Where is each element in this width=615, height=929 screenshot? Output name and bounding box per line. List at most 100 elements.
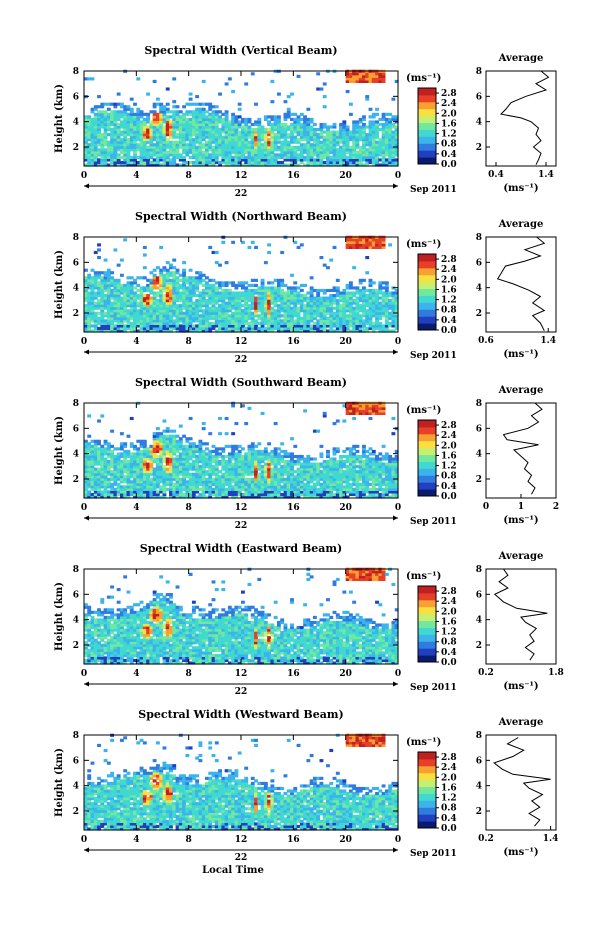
heatmap-cell [185, 281, 190, 285]
heatmap-cell [113, 324, 118, 328]
heatmap-cell [159, 155, 164, 159]
heatmap-cell [276, 283, 281, 287]
heatmap-cell [391, 97, 396, 101]
heatmap-cell [116, 299, 121, 303]
heatmap-cell [270, 291, 275, 295]
heatmap-cell [221, 160, 226, 165]
heatmap-cell [100, 311, 105, 315]
heatmap-cell [100, 457, 105, 461]
heatmap-cell [244, 311, 249, 315]
heatmap-cell [322, 301, 327, 305]
heatmap-cell [169, 299, 173, 303]
heatmap-cell [198, 304, 203, 308]
heatmap-cell [355, 329, 360, 333]
heatmap-cell [309, 153, 314, 157]
heatmap-cell [185, 311, 190, 315]
heatmap-cell [257, 299, 262, 303]
heatmap-cell [159, 276, 164, 280]
heatmap-cell [358, 291, 363, 295]
heatmap-cell [191, 316, 196, 320]
heatmap-cell [329, 311, 334, 315]
x-tick-label: 16 [287, 337, 300, 347]
heatmap-cell [286, 329, 291, 333]
heatmap-cell [394, 160, 399, 165]
heatmap-cell [172, 321, 177, 325]
heatmap-cell [267, 243, 272, 247]
heatmap-cell [103, 447, 108, 451]
heatmap-cell [211, 155, 216, 159]
heatmap-cell [299, 153, 304, 157]
heatmap-cell [169, 470, 173, 474]
heatmap-cell [260, 304, 265, 308]
heatmap-cell [201, 490, 206, 494]
heatmap-cell [116, 125, 121, 129]
heatmap-cell [348, 158, 353, 162]
heatmap-cell [227, 480, 232, 484]
heatmap-cell [254, 148, 258, 152]
heatmap-cell [103, 467, 108, 471]
colorbar-tick-label: 2.4 [441, 265, 457, 275]
heatmap-cell [116, 462, 121, 466]
heatmap-cell [322, 122, 327, 127]
heatmap-cell [191, 311, 196, 315]
heatmap-cell [84, 485, 88, 489]
heatmap-cell [201, 326, 206, 331]
heatmap-cell [149, 492, 154, 497]
heatmap-cell [270, 316, 275, 320]
heatmap-cell [371, 291, 376, 295]
heatmap-cell [113, 155, 118, 159]
heatmap-cell [198, 492, 203, 497]
heatmap-cell [358, 145, 363, 149]
heatmap-cell [211, 288, 216, 293]
heatmap-cell [103, 271, 108, 275]
heatmap-cell [198, 470, 203, 474]
heatmap-cell [316, 294, 321, 298]
heatmap-cell [97, 291, 101, 295]
heatmap-cell [165, 268, 170, 272]
heatmap-cell [332, 160, 337, 165]
heatmap-cell [142, 316, 147, 320]
heatmap-cell [152, 442, 157, 446]
heatmap-cell [159, 437, 164, 441]
heatmap-cell [375, 163, 379, 167]
heatmap-cell [221, 321, 226, 325]
heatmap-cell [149, 140, 154, 144]
heatmap-cell [188, 457, 193, 461]
heatmap-cell [175, 296, 180, 300]
heatmap-cell [93, 492, 98, 497]
heatmap-cell [136, 316, 141, 320]
heatmap-cell [319, 299, 324, 303]
heatmap-cell [123, 155, 128, 159]
heatmap-cell [237, 102, 242, 106]
heatmap-cell [142, 128, 147, 132]
heatmap-cell [146, 286, 151, 290]
heatmap-cell [129, 125, 134, 129]
heatmap-cell [110, 487, 115, 491]
heatmap-cell [152, 291, 157, 295]
heatmap-cell [306, 143, 311, 147]
heatmap-cell [155, 427, 160, 431]
heatmap-cell [250, 291, 255, 295]
heatmap-cell [129, 283, 134, 287]
heatmap-cell [237, 467, 242, 471]
heatmap-cell [119, 447, 124, 451]
heatmap-cell [139, 288, 144, 293]
heatmap-cell [103, 321, 108, 325]
heatmap-cell [273, 286, 278, 290]
heatmap-cell [97, 150, 101, 154]
heatmap-cell [126, 319, 131, 323]
heatmap-cell [247, 309, 252, 313]
heatmap-cell [345, 133, 350, 137]
heatmap-cell [201, 294, 206, 298]
heatmap-cell [123, 138, 128, 142]
heatmap-cell [312, 326, 317, 331]
heatmap-cell [129, 311, 134, 315]
heatmap-cell [332, 306, 337, 310]
heatmap-cell [93, 447, 98, 451]
heatmap-cell [335, 319, 340, 323]
heatmap-cell [195, 480, 200, 484]
heatmap-cell [149, 145, 154, 149]
heatmap-cell [165, 429, 170, 433]
heatmap-cell [214, 281, 219, 285]
heatmap-cell [276, 326, 281, 331]
